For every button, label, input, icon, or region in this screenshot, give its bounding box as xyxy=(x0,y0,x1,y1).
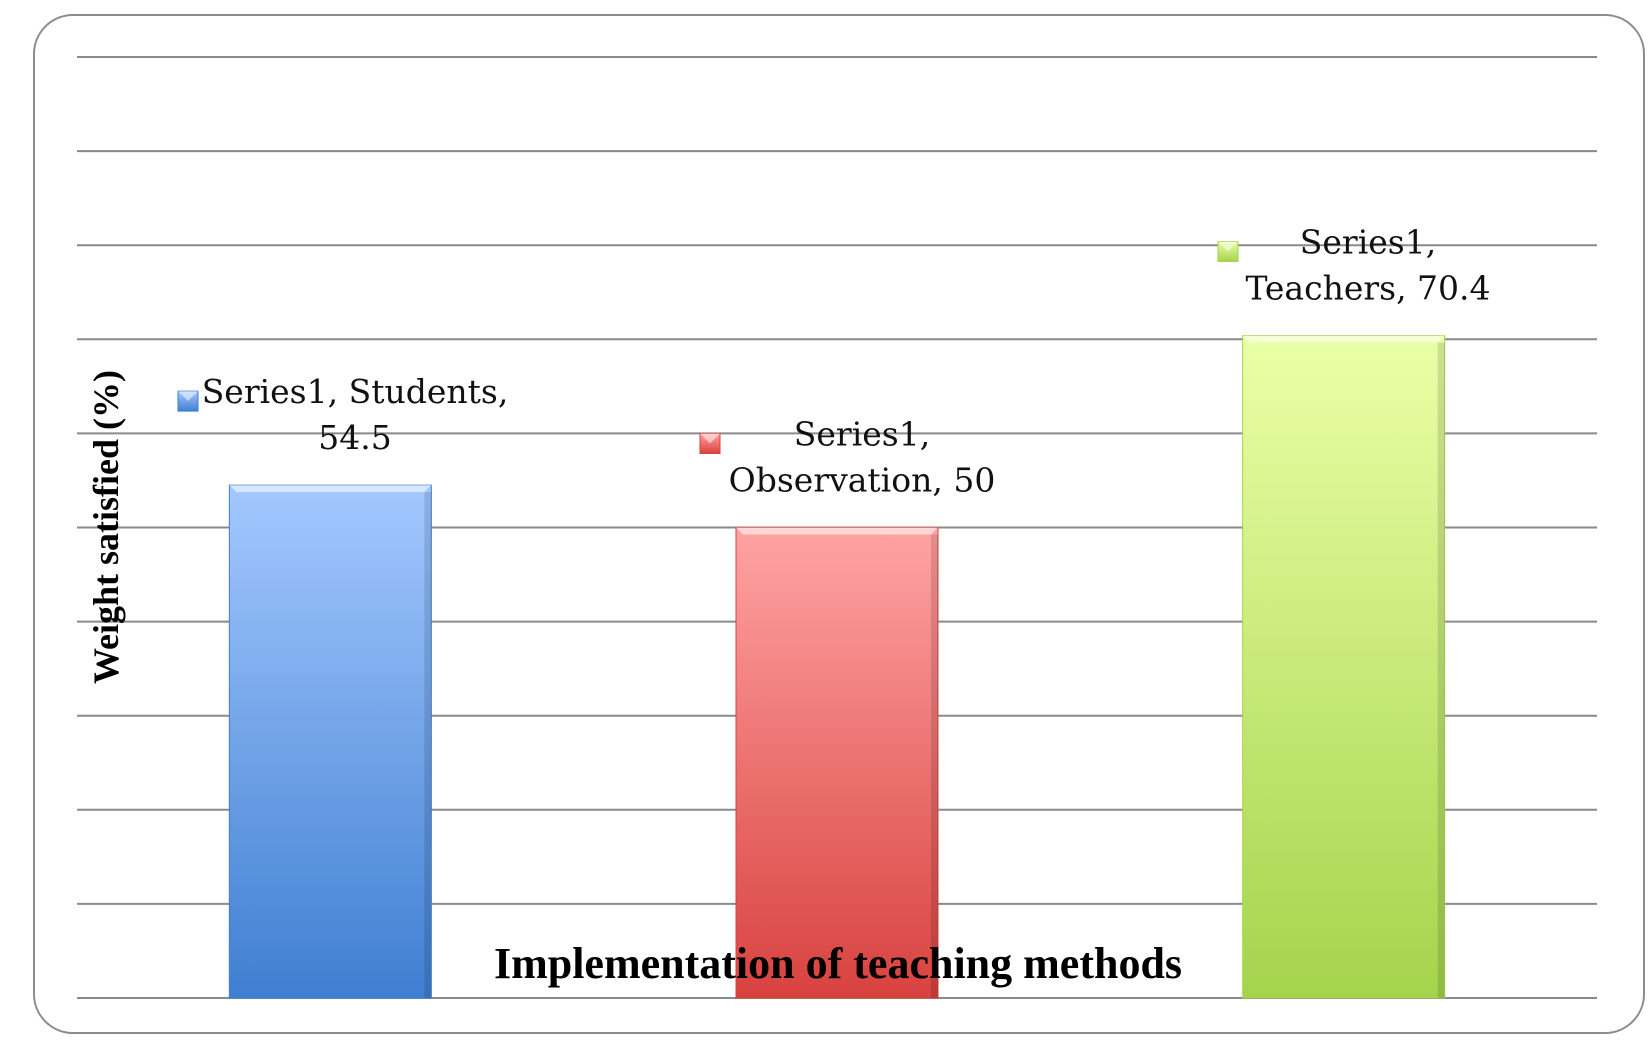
x-axis-title: Implementation of teaching methods xyxy=(494,939,1182,988)
bar-students xyxy=(228,484,432,999)
bar-side-shade xyxy=(1437,342,1445,998)
legend-key-teachers xyxy=(1217,241,1239,263)
bar-bevel xyxy=(229,485,432,493)
data-labels: Series1, Students, 54.5 Series1, Observatio… xyxy=(177,223,1491,500)
legend-key-observation xyxy=(699,433,721,454)
data-label-teachers-line1: Series1, xyxy=(1300,223,1436,262)
y-axis-title: Weight satisfied (%) xyxy=(86,370,126,684)
bar-bevel xyxy=(736,527,938,535)
legend-key-highlight xyxy=(178,391,198,402)
data-label-students-line1: Series1, Students, xyxy=(202,372,509,411)
legend-key-highlight xyxy=(700,433,720,444)
bar-side-shade xyxy=(424,492,432,998)
data-label-teachers-line2: Teachers, 70.4 xyxy=(1245,269,1490,308)
legend-key-highlight xyxy=(1218,241,1238,252)
data-label-students-line2: 54.5 xyxy=(318,418,391,457)
legend-key-students xyxy=(177,390,199,412)
bar-teachers xyxy=(1242,335,1446,999)
bar-side-shade xyxy=(931,534,938,998)
bar-observation xyxy=(735,527,939,999)
data-label-observation-line2: Observation, 50 xyxy=(729,461,996,500)
data-label-observation-line1: Series1, xyxy=(794,415,930,454)
bar-bevel xyxy=(1242,335,1445,343)
bars xyxy=(228,335,1446,999)
